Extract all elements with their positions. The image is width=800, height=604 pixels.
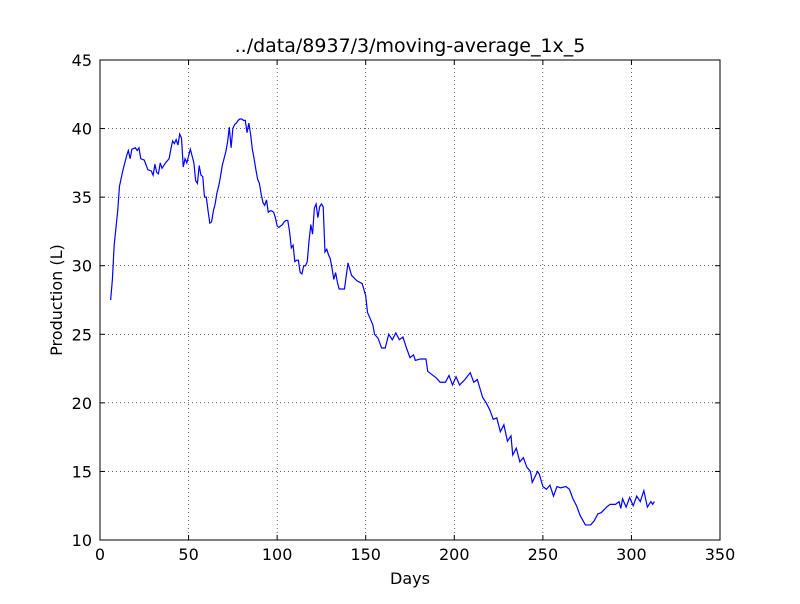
plot-frame — [99, 59, 721, 541]
x-tick-label: 200 — [439, 545, 470, 564]
x-tick-label: 300 — [616, 545, 647, 564]
y-tick-label: 30 — [72, 257, 92, 276]
y-tick-label: 35 — [72, 188, 92, 207]
x-tick-label: 250 — [528, 545, 559, 564]
data-line — [110, 118, 655, 526]
x-tick-label: 150 — [350, 545, 381, 564]
y-tick-label: 45 — [72, 51, 92, 70]
y-tick-label: 15 — [72, 462, 92, 481]
y-axis-label: Production (L) — [47, 244, 66, 356]
chart-title: ../data/8937/3/moving-average_1x_5 — [235, 35, 586, 57]
x-tick-label: 100 — [262, 545, 293, 564]
y-tick-label: 25 — [72, 325, 92, 344]
x-tick-label: 0 — [95, 545, 105, 564]
y-tick-label: 20 — [72, 394, 92, 413]
y-tick-label: 40 — [72, 120, 92, 139]
x-tick-label: 50 — [178, 545, 198, 564]
y-tick-label: 10 — [72, 531, 92, 550]
x-tick-label: 350 — [705, 545, 736, 564]
x-axis-label: Days — [390, 569, 430, 588]
